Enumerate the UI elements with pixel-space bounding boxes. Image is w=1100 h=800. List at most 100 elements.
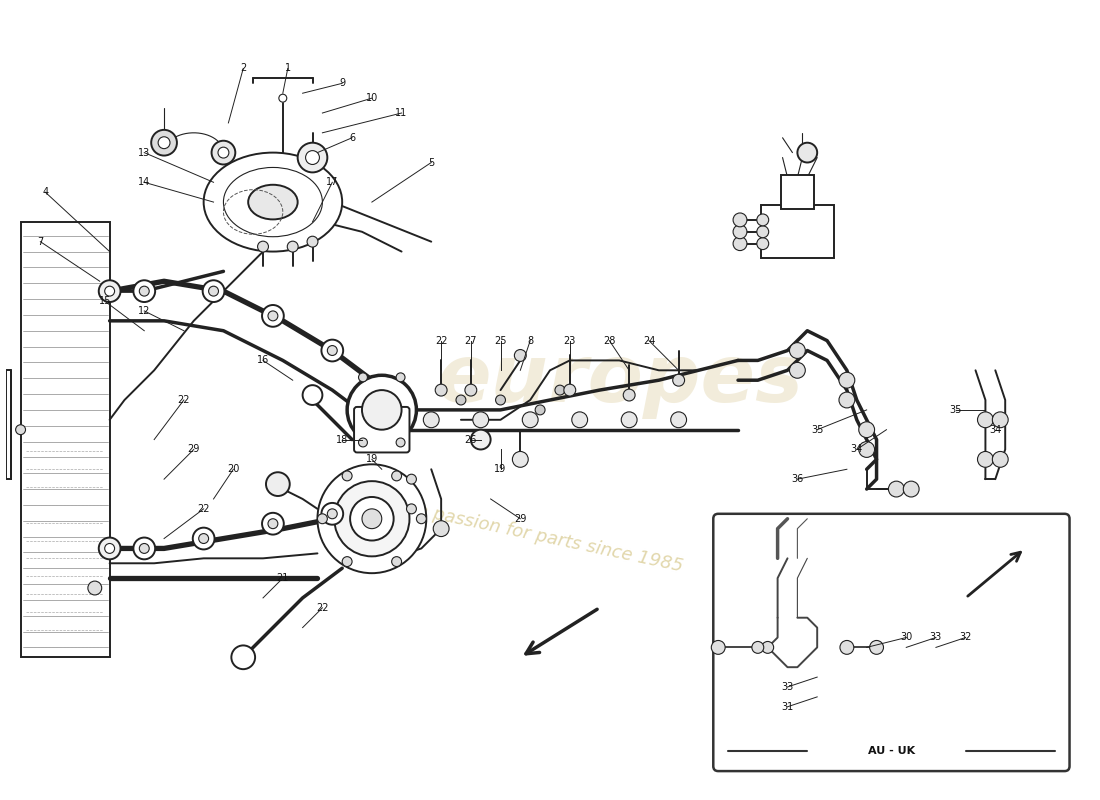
Text: 8: 8 — [527, 336, 534, 346]
Text: 22: 22 — [434, 336, 448, 346]
FancyBboxPatch shape — [21, 222, 110, 658]
Circle shape — [496, 395, 506, 405]
Circle shape — [671, 412, 686, 428]
Circle shape — [348, 375, 417, 445]
Circle shape — [307, 236, 318, 247]
Circle shape — [433, 521, 449, 537]
Circle shape — [515, 350, 526, 362]
Circle shape — [192, 528, 215, 550]
Circle shape — [158, 137, 170, 149]
Circle shape — [392, 471, 402, 481]
Circle shape — [889, 481, 904, 497]
Circle shape — [321, 503, 343, 525]
Circle shape — [733, 213, 747, 227]
Circle shape — [359, 373, 367, 382]
Text: 34: 34 — [989, 425, 1001, 434]
Text: 6: 6 — [349, 133, 355, 142]
Circle shape — [536, 405, 546, 415]
Circle shape — [302, 385, 322, 405]
Text: 29: 29 — [188, 445, 200, 454]
Circle shape — [328, 509, 338, 518]
Circle shape — [392, 557, 402, 566]
Circle shape — [554, 385, 564, 395]
Circle shape — [279, 94, 287, 102]
Text: 11: 11 — [395, 108, 408, 118]
Circle shape — [456, 395, 466, 405]
Circle shape — [870, 641, 883, 654]
Text: 7: 7 — [37, 237, 44, 246]
Circle shape — [350, 497, 394, 541]
Text: 32: 32 — [959, 633, 971, 642]
Circle shape — [334, 481, 409, 556]
Circle shape — [798, 142, 817, 162]
Circle shape — [268, 518, 278, 529]
Circle shape — [362, 390, 402, 430]
Circle shape — [436, 384, 447, 396]
Circle shape — [231, 646, 255, 669]
Circle shape — [15, 425, 25, 434]
Text: 21: 21 — [276, 573, 289, 583]
Circle shape — [839, 392, 855, 408]
Text: 31: 31 — [781, 702, 793, 712]
Circle shape — [621, 412, 637, 428]
Text: europes: europes — [436, 342, 803, 419]
Circle shape — [257, 241, 268, 252]
Text: 19: 19 — [366, 454, 378, 464]
Circle shape — [839, 372, 855, 388]
Text: 20: 20 — [227, 464, 240, 474]
Circle shape — [978, 451, 993, 467]
Text: 28: 28 — [603, 336, 616, 346]
Circle shape — [298, 142, 328, 172]
Text: 5: 5 — [428, 158, 435, 167]
Text: 18: 18 — [337, 434, 349, 445]
Circle shape — [859, 442, 874, 458]
Circle shape — [321, 340, 343, 362]
Circle shape — [268, 311, 278, 321]
Circle shape — [840, 641, 854, 654]
Text: 15: 15 — [99, 296, 111, 306]
Text: 4: 4 — [42, 187, 48, 197]
Text: 36: 36 — [791, 474, 803, 484]
Text: 24: 24 — [642, 336, 656, 346]
Circle shape — [211, 141, 235, 165]
Text: 16: 16 — [257, 355, 270, 366]
Circle shape — [133, 280, 155, 302]
Ellipse shape — [204, 153, 342, 251]
Circle shape — [140, 543, 150, 554]
Text: 35: 35 — [811, 425, 824, 434]
Ellipse shape — [223, 167, 322, 237]
Circle shape — [762, 642, 773, 654]
Circle shape — [733, 225, 747, 238]
Circle shape — [140, 286, 150, 296]
Circle shape — [151, 130, 177, 155]
Circle shape — [752, 642, 763, 654]
Circle shape — [712, 641, 725, 654]
Text: 9: 9 — [339, 78, 345, 88]
Circle shape — [624, 389, 635, 401]
Text: 35: 35 — [949, 405, 961, 415]
Circle shape — [407, 504, 417, 514]
Circle shape — [673, 374, 684, 386]
Circle shape — [733, 237, 747, 250]
Circle shape — [359, 438, 367, 447]
Text: 33: 33 — [781, 682, 793, 692]
Circle shape — [992, 412, 1009, 428]
Circle shape — [471, 430, 491, 450]
Circle shape — [396, 438, 405, 447]
Circle shape — [104, 543, 114, 554]
Circle shape — [978, 412, 993, 428]
Circle shape — [903, 481, 920, 497]
Circle shape — [859, 422, 874, 438]
Text: 13: 13 — [139, 148, 151, 158]
Text: 26: 26 — [464, 434, 477, 445]
Text: 30: 30 — [900, 633, 912, 642]
Text: 22: 22 — [197, 504, 210, 514]
Circle shape — [417, 514, 427, 524]
Text: 23: 23 — [563, 336, 576, 346]
Circle shape — [757, 214, 769, 226]
Circle shape — [88, 581, 101, 595]
Circle shape — [218, 147, 229, 158]
Circle shape — [209, 286, 219, 296]
Text: 25: 25 — [494, 336, 507, 346]
FancyBboxPatch shape — [781, 175, 814, 209]
